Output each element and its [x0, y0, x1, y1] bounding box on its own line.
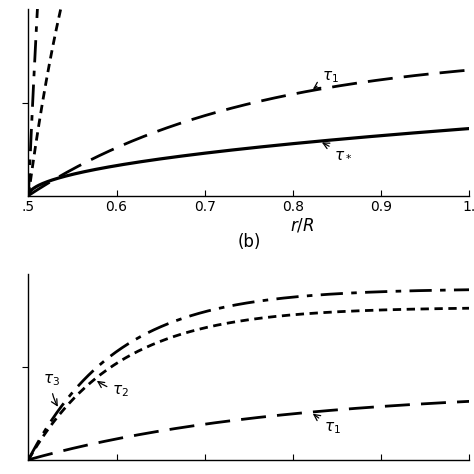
Text: $\tau_2$: $\tau_2$ — [98, 382, 129, 400]
Text: $\tau_1$: $\tau_1$ — [314, 415, 341, 436]
Text: $\tau_1$: $\tau_1$ — [314, 69, 339, 88]
Text: (b): (b) — [237, 233, 261, 251]
Text: $\tau_*$: $\tau_*$ — [323, 143, 353, 161]
Text: $\tau_2$: $\tau_2$ — [0, 473, 1, 474]
X-axis label: $r/R$: $r/R$ — [290, 216, 314, 234]
Text: $\tau_3$: $\tau_3$ — [43, 373, 60, 406]
